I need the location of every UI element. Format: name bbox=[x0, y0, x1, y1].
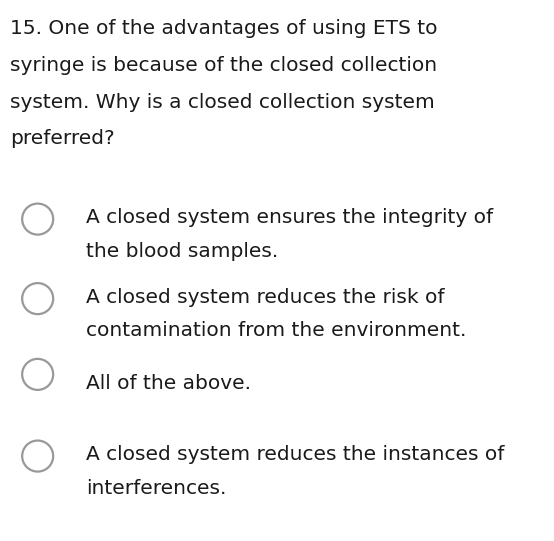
Text: 15. One of the advantages of using ETS to: 15. One of the advantages of using ETS t… bbox=[10, 19, 438, 38]
Text: interferences.: interferences. bbox=[86, 479, 226, 498]
Text: contamination from the environment.: contamination from the environment. bbox=[86, 321, 466, 340]
Text: A closed system reduces the risk of: A closed system reduces the risk of bbox=[86, 288, 444, 307]
Text: A closed system ensures the integrity of: A closed system ensures the integrity of bbox=[86, 208, 493, 227]
Text: preferred?: preferred? bbox=[10, 129, 115, 148]
Text: the blood samples.: the blood samples. bbox=[86, 242, 278, 261]
Text: system. Why is a closed collection system: system. Why is a closed collection syste… bbox=[10, 93, 435, 111]
Text: All of the above.: All of the above. bbox=[86, 374, 251, 393]
Text: A closed system reduces the instances of: A closed system reduces the instances of bbox=[86, 445, 504, 464]
Text: syringe is because of the closed collection: syringe is because of the closed collect… bbox=[10, 56, 437, 75]
